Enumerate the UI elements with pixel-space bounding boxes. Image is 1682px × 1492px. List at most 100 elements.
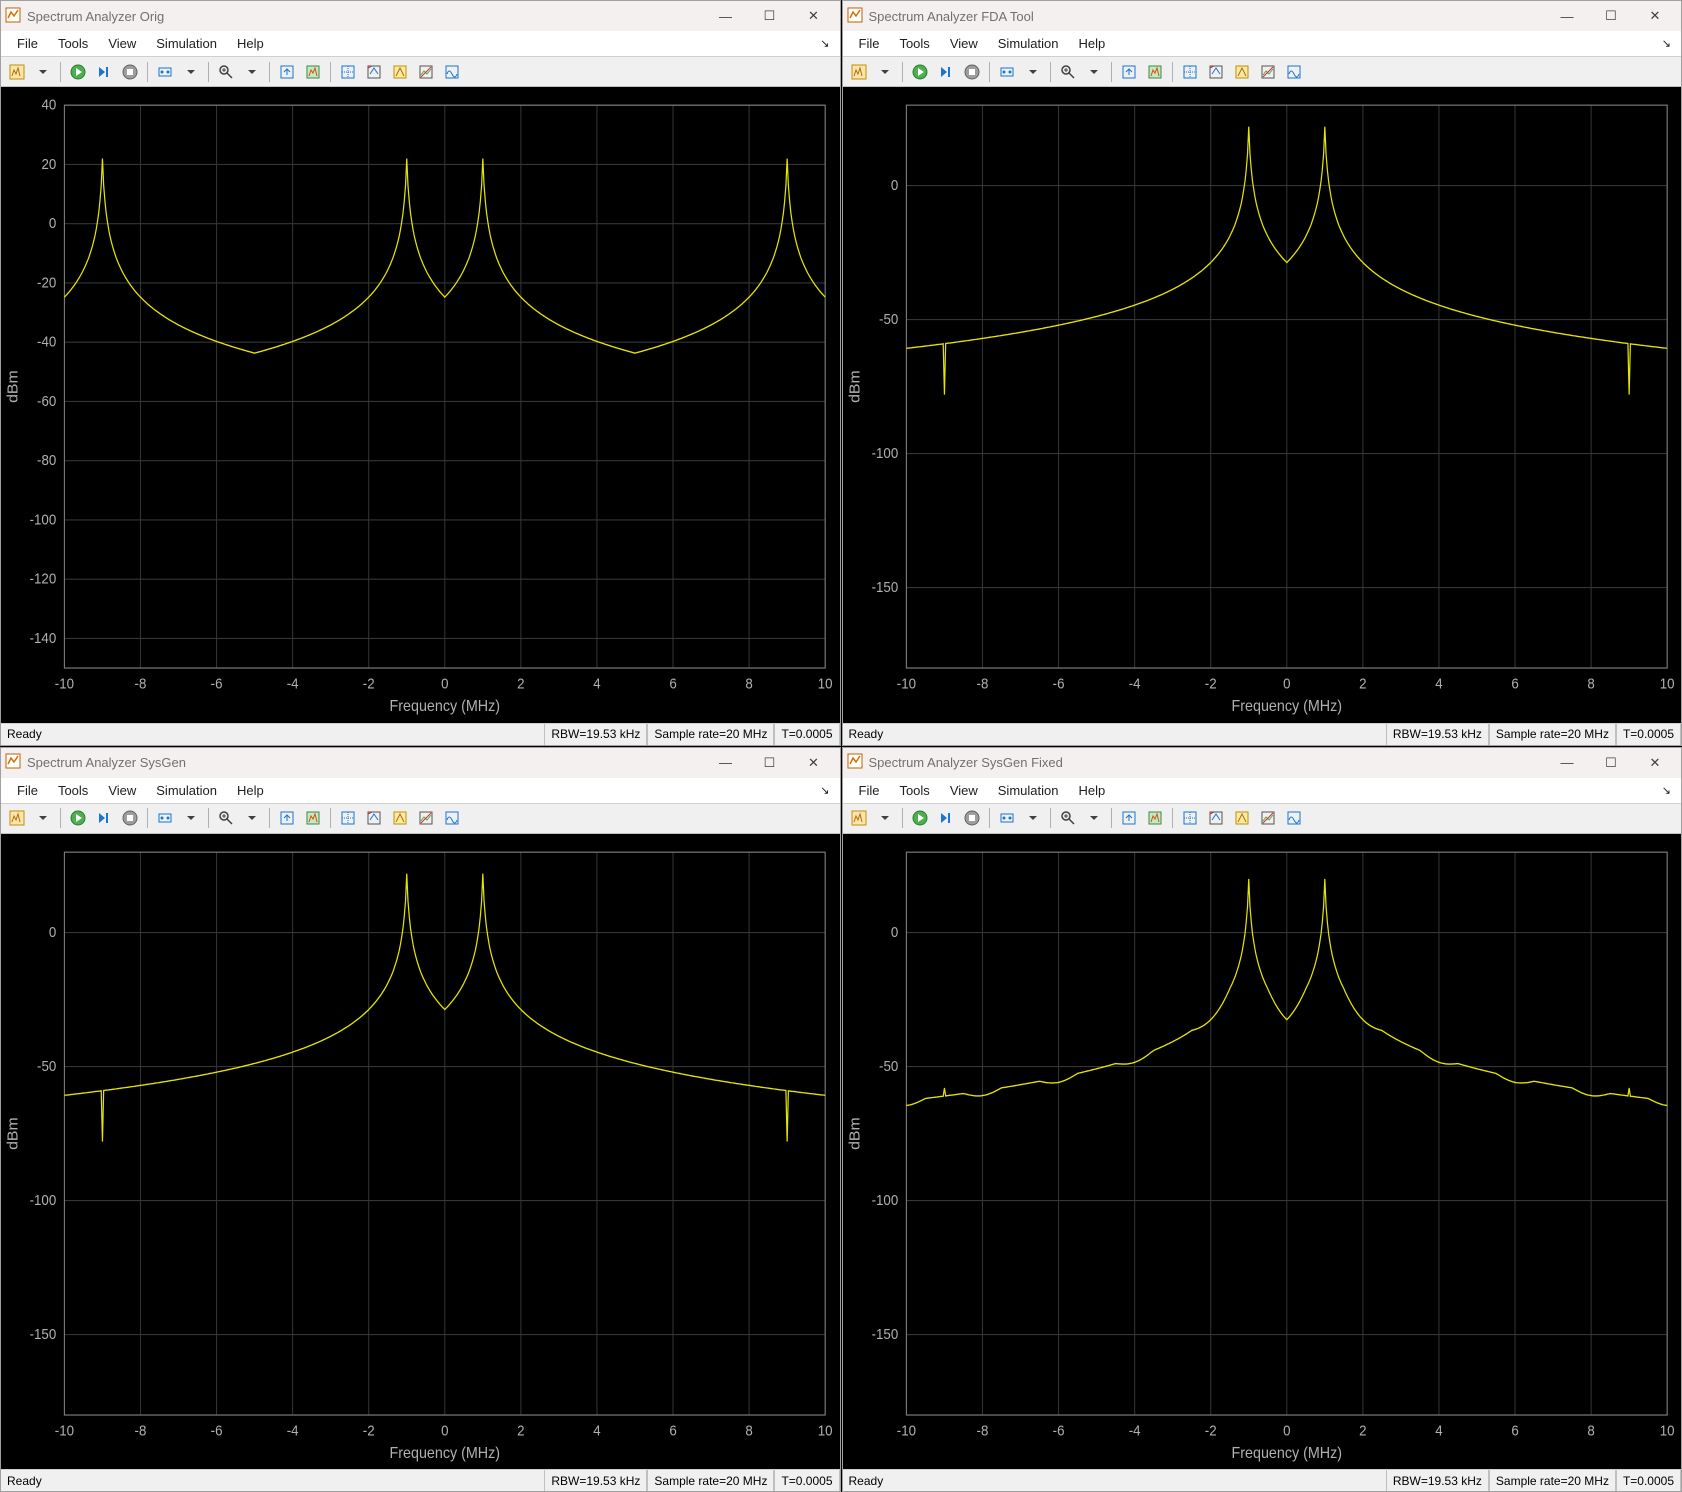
minimize-button[interactable]: — [704, 749, 748, 777]
menu-simulation[interactable]: Simulation [146, 34, 227, 53]
cursor-button[interactable] [336, 60, 360, 84]
titlebar[interactable]: Spectrum Analyzer SysGen Fixed — ☐ ✕ [843, 748, 1682, 778]
run-button[interactable] [66, 60, 90, 84]
highlight-button[interactable] [995, 806, 1019, 830]
stop-button[interactable] [118, 60, 142, 84]
spectrum-settings-button[interactable] [5, 806, 29, 830]
fit-button[interactable] [1117, 806, 1141, 830]
maximize-button[interactable]: ☐ [748, 2, 792, 30]
menu-view[interactable]: View [98, 34, 146, 53]
distortion-button[interactable] [440, 806, 464, 830]
highlight-button[interactable] [153, 60, 177, 84]
peak-button[interactable] [1230, 60, 1254, 84]
zoom-button[interactable] [214, 60, 238, 84]
minimize-button[interactable]: — [1545, 749, 1589, 777]
minimize-button[interactable]: — [704, 2, 748, 30]
spectrum-plot[interactable]: -10-8-6-4-20246810-150-100-500 Frequency… [1, 834, 840, 1470]
menu-file[interactable]: File [849, 34, 890, 53]
menu-help[interactable]: Help [1068, 781, 1115, 800]
menu-view[interactable]: View [940, 781, 988, 800]
dropdown-arrow-button[interactable] [179, 806, 203, 830]
distortion-button[interactable] [1282, 60, 1306, 84]
dropdown-arrow-button[interactable] [31, 60, 55, 84]
dropdown-arrow-button[interactable] [1082, 60, 1106, 84]
menu-help[interactable]: Help [227, 34, 274, 53]
close-button[interactable]: ✕ [1633, 2, 1677, 30]
spectrum-plot[interactable]: -10-8-6-4-20246810-150-100-500 Frequency… [843, 834, 1682, 1470]
menubar-overflow-icon[interactable]: ↘ [820, 784, 833, 797]
distortion-button[interactable] [1282, 806, 1306, 830]
menu-file[interactable]: File [7, 34, 48, 53]
menu-simulation[interactable]: Simulation [988, 781, 1069, 800]
dropdown-arrow-button[interactable] [1021, 60, 1045, 84]
dropdown-arrow-button[interactable] [179, 60, 203, 84]
scale-y-button[interactable] [301, 806, 325, 830]
menu-simulation[interactable]: Simulation [146, 781, 227, 800]
menu-simulation[interactable]: Simulation [988, 34, 1069, 53]
zoom-button[interactable] [1056, 806, 1080, 830]
menubar-overflow-icon[interactable]: ↘ [1662, 37, 1675, 50]
dropdown-arrow-button[interactable] [1021, 806, 1045, 830]
dropdown-arrow-button[interactable] [240, 806, 264, 830]
menu-tools[interactable]: Tools [48, 781, 98, 800]
distortion-button[interactable] [440, 60, 464, 84]
spectrum-plot[interactable]: -10-8-6-4-20246810-140-120-100-80-60-40-… [1, 87, 840, 723]
maximize-button[interactable]: ☐ [1589, 749, 1633, 777]
menu-view[interactable]: View [98, 781, 146, 800]
dropdown-arrow-button[interactable] [31, 806, 55, 830]
marker-button[interactable] [1256, 806, 1280, 830]
peak-button[interactable] [388, 806, 412, 830]
run-button[interactable] [66, 806, 90, 830]
stop-button[interactable] [960, 806, 984, 830]
scale-y-button[interactable] [1143, 60, 1167, 84]
dropdown-arrow-button[interactable] [240, 60, 264, 84]
maximize-button[interactable]: ☐ [748, 749, 792, 777]
titlebar[interactable]: Spectrum Analyzer SysGen — ☐ ✕ [1, 748, 840, 778]
titlebar[interactable]: Spectrum Analyzer Orig — ☐ ✕ [1, 1, 840, 31]
step-button[interactable] [934, 60, 958, 84]
menu-view[interactable]: View [940, 34, 988, 53]
step-button[interactable] [92, 60, 116, 84]
cursor-button[interactable] [1178, 60, 1202, 84]
menu-file[interactable]: File [849, 781, 890, 800]
spectrum-settings-button[interactable] [847, 806, 871, 830]
zoom-button[interactable] [214, 806, 238, 830]
highlight-button[interactable] [995, 60, 1019, 84]
cursor-button[interactable] [336, 806, 360, 830]
close-button[interactable]: ✕ [1633, 749, 1677, 777]
marker-button[interactable] [414, 806, 438, 830]
menu-file[interactable]: File [7, 781, 48, 800]
step-button[interactable] [92, 806, 116, 830]
menu-tools[interactable]: Tools [48, 34, 98, 53]
close-button[interactable]: ✕ [792, 749, 836, 777]
measure-button[interactable] [1204, 806, 1228, 830]
measure-button[interactable] [362, 60, 386, 84]
measure-button[interactable] [1204, 60, 1228, 84]
stop-button[interactable] [960, 60, 984, 84]
maximize-button[interactable]: ☐ [1589, 2, 1633, 30]
run-button[interactable] [908, 806, 932, 830]
run-button[interactable] [908, 60, 932, 84]
marker-button[interactable] [414, 60, 438, 84]
scale-y-button[interactable] [1143, 806, 1167, 830]
menubar-overflow-icon[interactable]: ↘ [1662, 784, 1675, 797]
spectrum-settings-button[interactable] [847, 60, 871, 84]
spectrum-plot[interactable]: -10-8-6-4-20246810-150-100-500 Frequency… [843, 87, 1682, 723]
cursor-button[interactable] [1178, 806, 1202, 830]
spectrum-settings-button[interactable] [5, 60, 29, 84]
measure-button[interactable] [362, 806, 386, 830]
fit-button[interactable] [275, 806, 299, 830]
peak-button[interactable] [388, 60, 412, 84]
menu-help[interactable]: Help [227, 781, 274, 800]
titlebar[interactable]: Spectrum Analyzer FDA Tool — ☐ ✕ [843, 1, 1682, 31]
highlight-button[interactable] [153, 806, 177, 830]
fit-button[interactable] [275, 60, 299, 84]
stop-button[interactable] [118, 806, 142, 830]
menubar-overflow-icon[interactable]: ↘ [820, 37, 833, 50]
dropdown-arrow-button[interactable] [873, 60, 897, 84]
scale-y-button[interactable] [301, 60, 325, 84]
menu-tools[interactable]: Tools [889, 781, 939, 800]
menu-tools[interactable]: Tools [889, 34, 939, 53]
menu-help[interactable]: Help [1068, 34, 1115, 53]
dropdown-arrow-button[interactable] [873, 806, 897, 830]
